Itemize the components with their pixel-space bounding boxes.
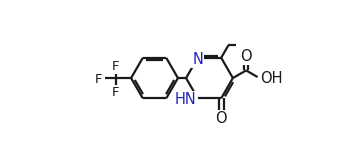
Text: OH: OH [260, 71, 282, 86]
Text: O: O [240, 49, 252, 64]
Text: F: F [112, 86, 120, 99]
Text: F: F [112, 60, 120, 73]
Text: HN: HN [175, 92, 197, 107]
Text: N: N [192, 52, 203, 67]
Text: O: O [215, 111, 227, 126]
Text: F: F [95, 73, 103, 86]
